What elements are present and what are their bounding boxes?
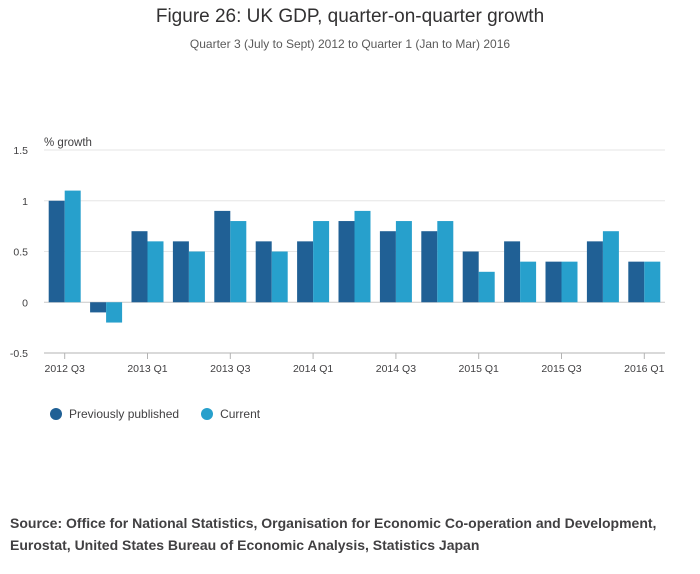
- x-tick-label: 2012 Q3: [45, 363, 85, 375]
- y-tick-label: 1: [22, 196, 28, 208]
- legend-label-current: Current: [220, 407, 261, 421]
- y-tick-label: 1.5: [13, 145, 28, 157]
- bar-current: [64, 190, 81, 303]
- bar-current: [188, 251, 205, 303]
- x-tick-label: 2016 Q1: [624, 363, 664, 375]
- x-tick-label: 2014 Q1: [293, 363, 333, 375]
- bar-current: [437, 221, 454, 303]
- bar-current: [147, 241, 164, 303]
- bar-previously-published: [172, 241, 189, 303]
- bar-previously-published: [48, 200, 65, 303]
- bar-current: [271, 251, 288, 303]
- bar-previously-published: [131, 231, 148, 303]
- x-tick-label: 2013 Q1: [127, 363, 167, 375]
- legend-item-current[interactable]: Current: [201, 407, 260, 421]
- x-tick-label: 2014 Q3: [376, 363, 416, 375]
- bar-previously-published: [628, 261, 645, 303]
- y-tick-label: 0: [22, 297, 28, 309]
- legend-item-previously-published[interactable]: Previously published: [50, 407, 179, 421]
- bar-current: [313, 221, 330, 303]
- chart-title: Figure 26: UK GDP, quarter-on-quarter gr…: [155, 6, 545, 27]
- bar-previously-published: [214, 210, 231, 303]
- bar-previously-published: [297, 241, 314, 303]
- bar-previously-published: [90, 302, 107, 313]
- chart-subtitle: Quarter 3 (July to Sept) 2012 to Quarter…: [189, 37, 511, 51]
- bar-current: [602, 231, 619, 303]
- bar-chart: 1.5 1 0.5 0 -0.5 % growth 2012 Q3 2013 Q1 2013 Q…: [10, 137, 665, 375]
- bar-current: [230, 221, 247, 303]
- bar-previously-published: [504, 241, 521, 303]
- x-tick-label: 2013 Q3: [210, 363, 250, 375]
- x-tick-label: 2015 Q1: [459, 363, 499, 375]
- y-tick-label: 0.5: [13, 247, 28, 259]
- bar-previously-published: [338, 221, 355, 303]
- legend-swatch-previously-published: [50, 408, 62, 420]
- source-note: Source: Office for National Statistics, …: [10, 515, 657, 553]
- bar-current: [354, 210, 371, 303]
- bar-current: [520, 261, 537, 303]
- bar-previously-published: [586, 241, 603, 303]
- bar-previously-published: [545, 261, 562, 303]
- bar-previously-published: [255, 241, 272, 303]
- bar-current: [395, 221, 412, 303]
- legend: Previously published Current: [50, 407, 282, 421]
- bar-current: [561, 261, 578, 303]
- legend-swatch-current: [201, 408, 214, 420]
- legend-label-previously-published: Previously published: [69, 407, 180, 421]
- y-tick-label: -0.5: [10, 348, 28, 360]
- bar-current: [106, 302, 123, 323]
- bar-previously-published: [379, 231, 396, 303]
- bar-previously-published: [421, 231, 438, 303]
- x-tick-label: 2015 Q3: [541, 363, 581, 375]
- bar-current: [478, 271, 495, 303]
- bar-previously-published: [462, 251, 479, 303]
- y-axis-label: % growth: [44, 137, 92, 149]
- bar-current: [644, 261, 661, 303]
